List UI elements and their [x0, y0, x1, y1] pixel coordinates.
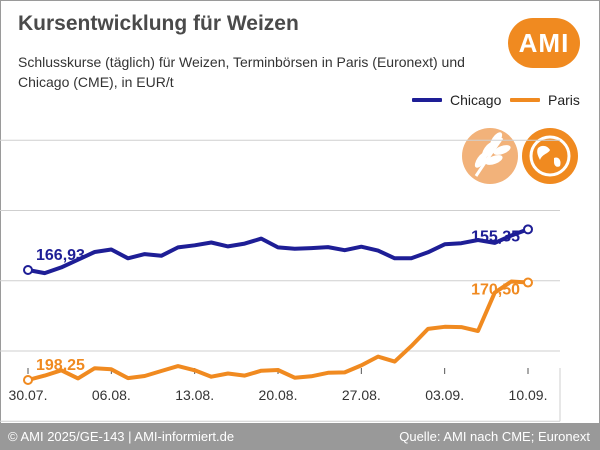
x-tick-label: 10.09. [509, 387, 548, 403]
data-labels: 166,93 155,35 198,25 170,50 [36, 228, 520, 374]
wheat-icon [462, 128, 518, 184]
endpoint-marker-chicago [523, 224, 533, 235]
footer-bar: © AMI 2025/GE-143 | AMI-informiert.de Qu… [0, 423, 600, 450]
footer-source: Quelle: AMI nach CME; Euronext [399, 429, 590, 444]
x-tick-label: 03.09. [425, 387, 464, 403]
legend-swatch-chicago [412, 98, 442, 102]
series-group [23, 224, 533, 385]
series-line-chicago [26, 227, 530, 276]
legend-swatch-paris [510, 98, 540, 102]
x-tick-label: 27.08. [342, 387, 381, 403]
chart-title: Kursentwicklung für Weizen [18, 12, 299, 35]
x-tick-label: 13.08. [175, 387, 214, 403]
gridlines [0, 139, 561, 422]
x-tick-label: 30.07. [9, 387, 48, 403]
endpoint-marker-paris [523, 277, 533, 288]
series-line-paris [26, 279, 530, 382]
x-tick-label: 20.08. [259, 387, 298, 403]
end-value-label-paris: 170,50 [471, 282, 520, 299]
start-value-label-chicago: 166,93 [36, 247, 85, 264]
end-value-label-chicago: 155,35 [471, 228, 520, 245]
footer-copyright: © AMI 2025/GE-143 | AMI-informiert.de [8, 429, 235, 444]
endpoint-marker-chicago [23, 265, 33, 275]
endpoint-marker-paris [23, 375, 33, 385]
start-value-label-paris: 198,25 [36, 357, 85, 374]
legend-item-chicago: Chicago [412, 90, 501, 110]
ami-logo: AMI [508, 18, 580, 68]
legend-label-chicago: Chicago [450, 92, 502, 108]
x-axis-ticks: 30.07. 06.08. 13.08. 20.08. 27.08. 03.09. 10.0… [9, 368, 548, 403]
globe-icon [522, 128, 578, 184]
x-tick-label: 06.08. [92, 387, 131, 403]
chart-subtitle: Schlusskurse (täglich) für Weizen, Termi… [18, 54, 465, 90]
legend-label-paris: Paris [548, 92, 580, 108]
wheat-globe-icons [462, 128, 578, 184]
legend-item-paris: Paris [510, 90, 580, 110]
